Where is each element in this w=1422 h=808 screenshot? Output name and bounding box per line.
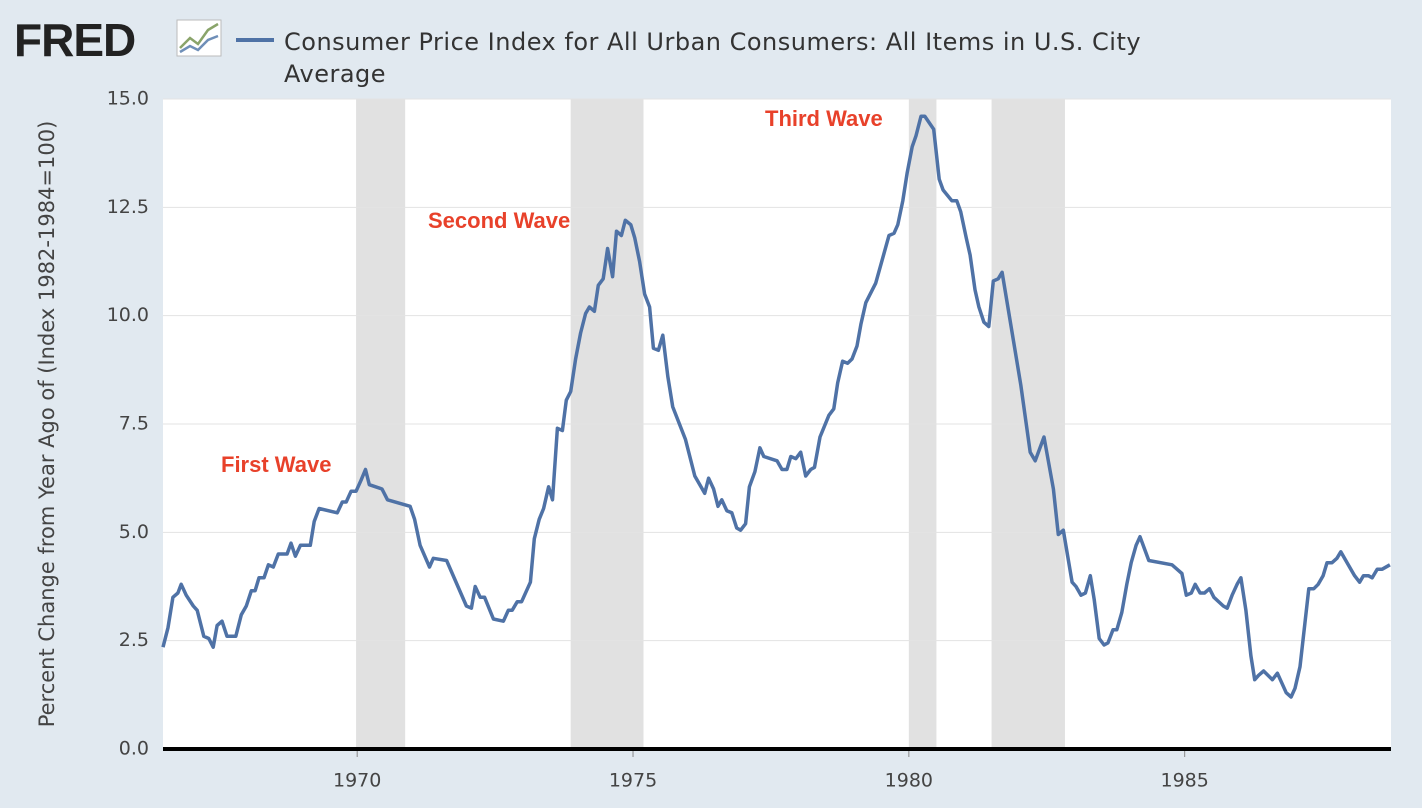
y-axis-label: Percent Change from Year Ago of (Index 1… bbox=[35, 121, 59, 728]
y-tick-label: 2.5 bbox=[119, 629, 149, 651]
x-tick-label: 1975 bbox=[609, 770, 657, 792]
y-tick-label: 5.0 bbox=[119, 521, 149, 543]
x-tick-label: 1980 bbox=[885, 770, 933, 792]
data-line bbox=[161, 114, 1391, 699]
legend-label: Consumer Price Index for All Urban Consu… bbox=[284, 28, 1142, 88]
x-tick-label: 1970 bbox=[333, 770, 381, 792]
y-tick-label: 7.5 bbox=[119, 413, 149, 435]
y-tick-label: 10.0 bbox=[107, 304, 149, 326]
annotation: First Wave bbox=[221, 452, 331, 477]
y-tick-label: 0.0 bbox=[119, 738, 149, 760]
y-tick-label: 15.0 bbox=[107, 88, 149, 110]
logo: FRED bbox=[14, 14, 135, 66]
y-tick-label: 12.5 bbox=[107, 196, 149, 218]
annotation: Second Wave bbox=[428, 208, 570, 233]
x-tick-label: 1985 bbox=[1160, 770, 1208, 792]
annotation: Third Wave bbox=[765, 106, 883, 131]
logo-icon bbox=[176, 19, 222, 57]
